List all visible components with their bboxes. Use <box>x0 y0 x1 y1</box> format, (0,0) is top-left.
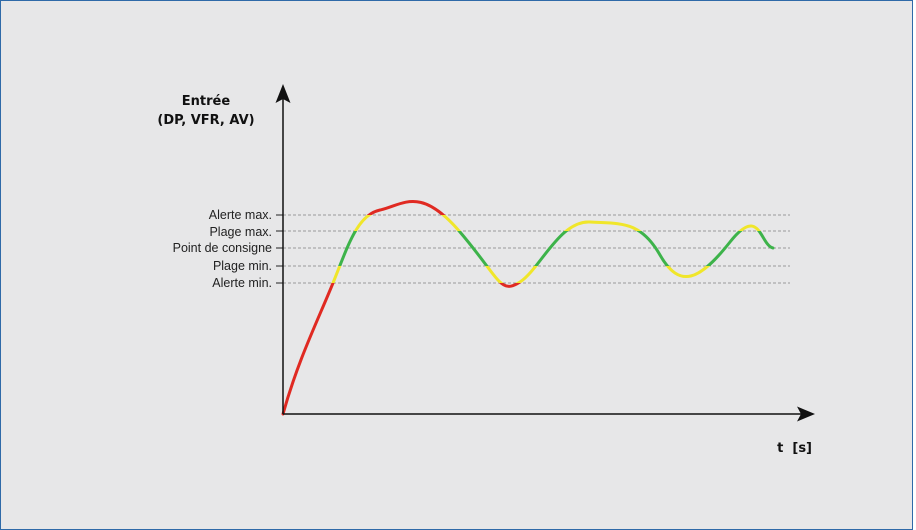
range-min-label: Plage min. <box>213 259 272 273</box>
y-axis-arrowhead <box>275 84 291 103</box>
axes <box>275 84 815 422</box>
axis-titles: Entrée (DP, VFR, AV) t [s] <box>157 94 812 456</box>
curve-alert-high-segment <box>366 200 446 215</box>
y-axis-title-line-2: (DP, VFR, AV) <box>157 113 254 128</box>
range-max-label: Plage max. <box>209 225 272 239</box>
alert-max-label: Alerte max. <box>209 208 272 222</box>
alert-min-label: Alerte min. <box>212 276 272 290</box>
curve-range-high-segment <box>353 215 761 231</box>
x-axis-title: t [s] <box>777 441 812 456</box>
response-curve <box>281 200 775 416</box>
y-axis-title-line-1: Entrée <box>182 94 231 109</box>
curve-alert-low-segment <box>281 283 522 416</box>
threshold-lines <box>283 214 790 284</box>
curve-ok-segment <box>338 231 775 266</box>
threshold-ticks <box>276 214 283 284</box>
x-axis-arrowhead <box>797 406 815 422</box>
setpoint-label: Point de consigne <box>173 241 272 255</box>
threshold-labels: Alerte max. Plage max. Point de consigne… <box>173 208 272 290</box>
curve-range-low-segment <box>331 266 711 283</box>
control-response-diagram: Alerte max. Plage max. Point de consigne… <box>157 84 815 456</box>
